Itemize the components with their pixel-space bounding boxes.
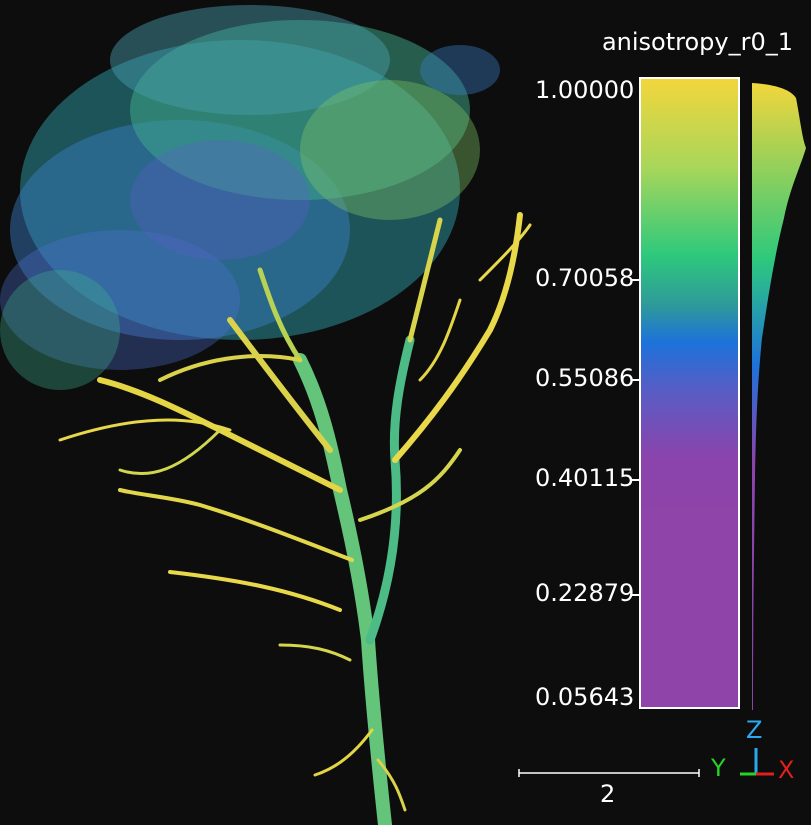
tick-label-max: 1.00000 <box>535 76 635 104</box>
tick-label-5: 0.22879 <box>535 579 635 607</box>
tick-label-2: 0.70058 <box>535 264 635 292</box>
axis-gizmo-icon <box>740 748 774 776</box>
canopy-points <box>0 5 500 390</box>
histogram-shape <box>752 83 806 710</box>
axis-label-z: Z <box>746 716 763 744</box>
tree-point-cloud <box>0 5 532 825</box>
axis-label-y: Y <box>711 754 726 782</box>
tick-label-min: 0.05643 <box>535 683 635 711</box>
tick-mark <box>631 479 639 481</box>
tick-mark <box>631 379 639 381</box>
tick-mark <box>631 594 639 596</box>
scale-bar <box>518 769 700 777</box>
color-scale-bar <box>639 77 740 709</box>
tick-label-4: 0.40115 <box>535 464 635 492</box>
scale-bar-label: 2 <box>600 780 616 808</box>
tick-label-3: 0.55086 <box>535 364 635 392</box>
tick-mark <box>631 279 639 281</box>
value-histogram <box>752 83 806 710</box>
axis-label-x: X <box>778 756 795 784</box>
scalar-field-title: anisotropy_r0_1 <box>601 28 793 56</box>
branch-points <box>58 212 532 825</box>
